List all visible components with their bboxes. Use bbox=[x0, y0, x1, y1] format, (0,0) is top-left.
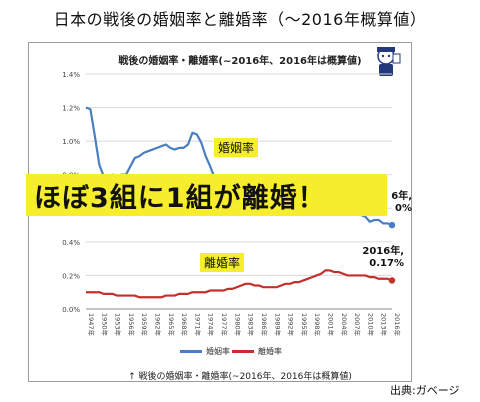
y-tick-label: 1.4% bbox=[62, 71, 80, 79]
legend-item-marriage: 婚姻率 bbox=[180, 346, 230, 357]
x-tick-label: 1998年 bbox=[313, 313, 322, 337]
legend-label-marriage: 婚姻率 bbox=[206, 347, 230, 356]
divorce-rate-label: 離婚率 bbox=[200, 253, 245, 272]
x-tick-label: 1977年 bbox=[220, 313, 229, 337]
y-tick-label: 1.2% bbox=[62, 105, 80, 113]
x-tick-label: 1989年 bbox=[273, 313, 282, 337]
divorce-rate-endpoint bbox=[388, 277, 396, 284]
x-tick-label: 1965年 bbox=[167, 313, 176, 337]
x-tick-label: 1950年 bbox=[100, 313, 109, 337]
page-title: 日本の戦後の婚姻率と離婚率（～2016年概算値） bbox=[53, 10, 427, 29]
y-tick-label: 0.4% bbox=[62, 239, 80, 247]
x-tick-label: 2007年 bbox=[353, 313, 362, 337]
marriage-rate-endpoint bbox=[388, 221, 396, 229]
legend-item-divorce: 離婚率 bbox=[232, 346, 282, 357]
x-tick-label: 1971年 bbox=[193, 313, 202, 337]
x-tick-label: 1995年 bbox=[300, 313, 309, 337]
marriage-end-label: 6年, 0% bbox=[391, 191, 412, 214]
chart-caption: ↑ 戦後の婚姻率・離婚率(~2016年、2016年は概算値) bbox=[128, 372, 352, 382]
highlight-banner: ほぼ3組に1組が離婚！ bbox=[26, 174, 387, 216]
marriage-rate-label: 婚姻率 bbox=[214, 138, 259, 157]
source-note: 出典:ガベージ bbox=[390, 384, 460, 397]
y-tick-label: 0.0% bbox=[62, 306, 80, 314]
x-tick-label: 1980年 bbox=[233, 313, 242, 337]
divorce-rate-line bbox=[86, 269, 393, 299]
x-tick-label: 2001年 bbox=[326, 313, 335, 337]
x-tick-label: 2016年 bbox=[393, 313, 402, 337]
x-tick-label: 1986年 bbox=[260, 313, 269, 337]
x-tick-label: 1962年 bbox=[154, 313, 163, 337]
x-tick-label: 1968年 bbox=[180, 313, 189, 337]
mascot-icon bbox=[377, 47, 401, 76]
x-tick-label: 2010年 bbox=[366, 313, 375, 337]
y-tick-label: 0.2% bbox=[62, 272, 80, 280]
legend-swatch-marriage bbox=[180, 350, 202, 353]
x-tick-label: 1974年 bbox=[207, 313, 216, 337]
x-tick-label: 2013年 bbox=[380, 313, 389, 337]
x-tick-label: 2004年 bbox=[340, 313, 349, 337]
x-tick-label: 1953年 bbox=[114, 313, 123, 337]
x-tick-label: 1992年 bbox=[287, 313, 296, 337]
x-tick-label: 1959年 bbox=[140, 313, 149, 337]
y-tick-label: 1.0% bbox=[62, 138, 80, 146]
x-tick-label: 1947年 bbox=[87, 313, 96, 337]
legend-label-divorce: 離婚率 bbox=[258, 347, 282, 356]
x-tick-label: 1983年 bbox=[247, 313, 256, 337]
divorce-end-label: 2016年, 0.17% bbox=[362, 246, 404, 269]
x-tick-label: 1956年 bbox=[127, 313, 136, 337]
legend-swatch-divorce bbox=[232, 350, 254, 353]
chart-title: 戦後の婚姻率・離婚率(~2016年、2016年は概算値) bbox=[118, 56, 362, 67]
